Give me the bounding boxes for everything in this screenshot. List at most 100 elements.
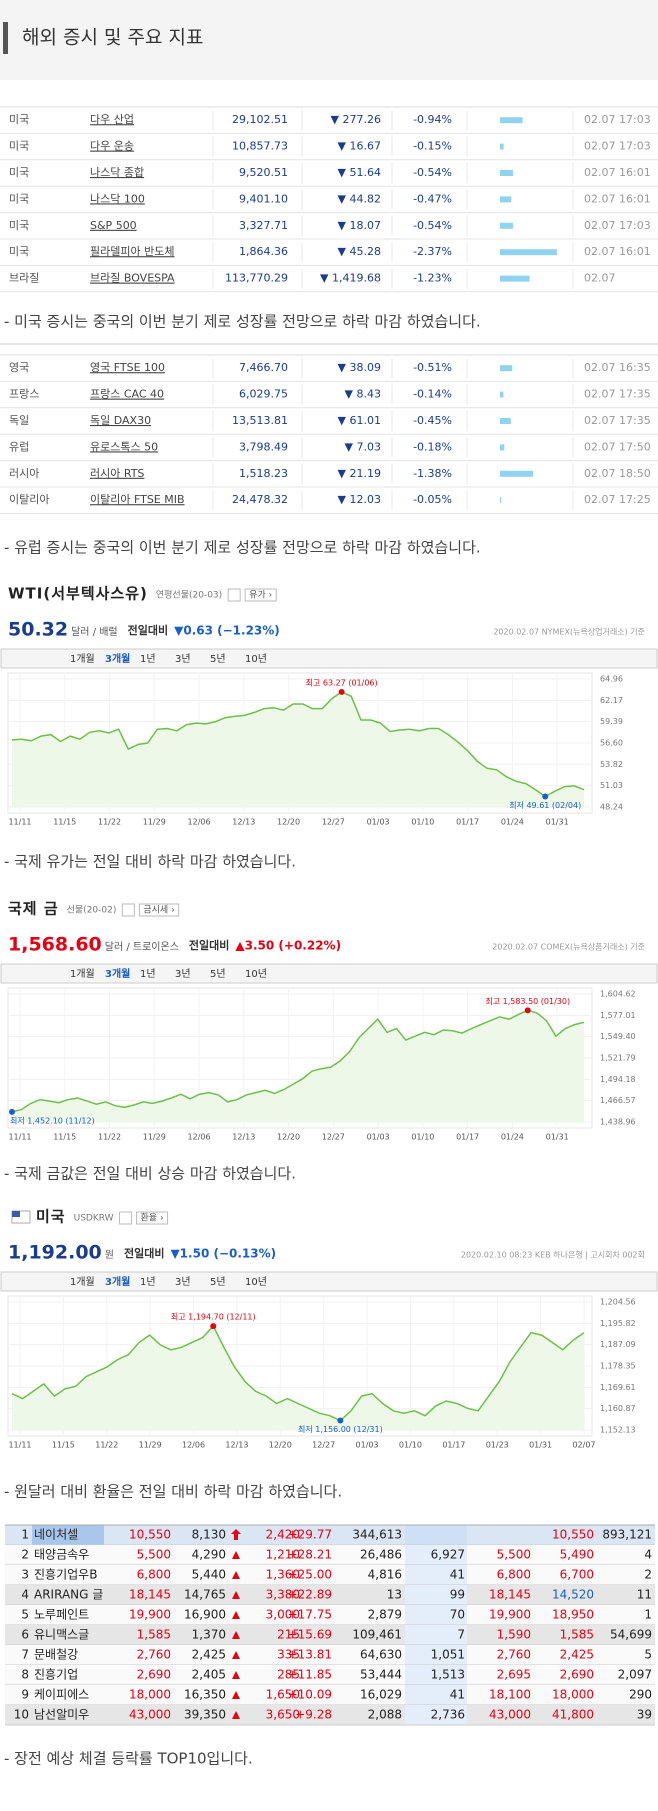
x-tick-label: 01/23 xyxy=(486,1441,509,1450)
x-tick-label: 11/15 xyxy=(52,1441,75,1450)
pct-bar xyxy=(500,222,513,229)
y-tick-label: 1,195.82 xyxy=(600,1319,636,1328)
country: 미국 xyxy=(9,245,29,258)
x-tick-label: 11/22 xyxy=(95,1441,118,1450)
price: 9,520.51 xyxy=(239,166,288,179)
change: ▼ 18.07 xyxy=(338,219,381,232)
tab: 10년 xyxy=(245,1276,267,1288)
tab: 1년 xyxy=(140,653,156,665)
chart-subtitle: 연평선물(20-03) xyxy=(156,590,222,601)
cell: 2,425 xyxy=(560,1648,594,1662)
time: 02.07 17:03 xyxy=(584,219,651,232)
note: - 국제 유가는 전일 대비 하락 마감 하였습니다. xyxy=(4,853,296,871)
cell: 16,350 xyxy=(184,1688,226,1702)
row-bg xyxy=(5,1545,655,1565)
cell: 2,695 xyxy=(497,1668,531,1682)
x-tick-label: 12/20 xyxy=(277,1133,300,1142)
price: 29,102.51 xyxy=(232,113,288,126)
price: 1,864.36 xyxy=(239,245,288,258)
row-bg xyxy=(5,1665,655,1685)
pct-bar xyxy=(500,391,504,398)
cell: +22.89 xyxy=(288,1588,332,1602)
tab: 10년 xyxy=(245,968,267,980)
cell: 2,690 xyxy=(137,1668,171,1682)
x-tick-label: 01/24 xyxy=(501,818,524,827)
change: ▼ 21.19 xyxy=(338,467,381,480)
y-tick-label: 1,152.13 xyxy=(600,1426,636,1435)
high-label: 최고 63.27 (01/06) xyxy=(306,677,378,687)
row-bg xyxy=(5,1605,655,1625)
unit: 달러 / 배럴 xyxy=(71,625,118,638)
cell: 893,121 xyxy=(602,1528,652,1542)
tab: 3개월 xyxy=(105,967,130,980)
cell: +25.00 xyxy=(288,1568,332,1582)
unit: 달러 / 트로이온스 xyxy=(105,941,179,953)
cell: 285 xyxy=(277,1668,300,1682)
y-tick-label: 64.96 xyxy=(600,675,623,684)
change: ▼ 1,419.68 xyxy=(320,272,381,285)
cell: 64,630 xyxy=(360,1648,402,1662)
country: 미국 xyxy=(9,166,29,179)
y-tick-label: 62.17 xyxy=(600,696,623,705)
price: 1,568.60 xyxy=(8,934,102,956)
tri-up xyxy=(232,1711,240,1719)
y-tick-label: 51.03 xyxy=(600,781,623,790)
pct: -0.18% xyxy=(413,440,452,453)
time: 02.07 16:35 xyxy=(584,361,651,374)
cell: 5,440 xyxy=(192,1568,226,1582)
x-tick-label: 12/06 xyxy=(188,818,211,827)
y-tick-label: 1,604.62 xyxy=(600,990,636,999)
cell: 13 xyxy=(387,1588,402,1602)
col-bg xyxy=(405,1665,467,1685)
row-bg xyxy=(5,1585,655,1605)
cell: 39 xyxy=(637,1708,652,1722)
note: - 미국 증시는 중국의 이번 분기 제로 성장률 전망으로 하락 마감 하였습… xyxy=(4,313,481,331)
pct: -1.23% xyxy=(413,272,452,285)
x-tick-label: 12/27 xyxy=(322,1133,345,1142)
cell: 290 xyxy=(629,1688,652,1702)
price: 1,518.23 xyxy=(239,467,288,480)
x-tick-label: 01/31 xyxy=(546,818,569,827)
low-dot xyxy=(542,793,549,800)
tri-up xyxy=(232,1671,240,1679)
cell: 태양금속우 xyxy=(34,1548,89,1562)
cell: +11.85 xyxy=(288,1668,332,1682)
time: 02.07 18:50 xyxy=(584,467,651,480)
x-tick-label: 12/13 xyxy=(232,818,255,827)
cell: 70 xyxy=(450,1608,465,1622)
help-icon xyxy=(119,1211,133,1225)
pct: -0.51% xyxy=(413,361,452,374)
note: - 국제 금값은 전일 대비 상승 마감 하였습니다. xyxy=(4,1165,296,1183)
cell: 8 xyxy=(21,1668,29,1682)
x-tick-label: 01/17 xyxy=(456,818,479,827)
arrow-up xyxy=(231,1529,241,1540)
change: ▼ 8.43 xyxy=(345,388,381,401)
change: ▼0.63 (−1.23%) xyxy=(174,624,280,638)
cell: 노루페인트 xyxy=(34,1608,89,1622)
x-tick-label: 12/20 xyxy=(277,818,300,827)
col-bg xyxy=(405,1685,467,1705)
tab: 3년 xyxy=(175,653,191,665)
cell: 2,097 xyxy=(618,1668,652,1682)
change: ▼ 61.01 xyxy=(338,414,381,427)
index-name: 프랑스 CAC 40 xyxy=(90,388,164,401)
price: 13,513.81 xyxy=(232,414,288,427)
cell: 215 xyxy=(277,1628,300,1642)
change-label: 전일대비 xyxy=(124,1246,164,1260)
x-tick-label: 12/06 xyxy=(188,1133,211,1142)
country: 러시아 xyxy=(9,467,39,480)
cell: 6,800 xyxy=(497,1568,531,1582)
time: 02.07 17:35 xyxy=(584,388,651,401)
time: 02.07 17:03 xyxy=(584,140,651,153)
x-tick-label: 12/06 xyxy=(182,1441,205,1450)
tab: 3개월 xyxy=(105,652,130,665)
y-tick-label: 1,466.57 xyxy=(600,1096,636,1105)
price: 9,401.10 xyxy=(239,192,288,205)
x-tick-label: 01/10 xyxy=(411,818,434,827)
x-tick-label: 11/22 xyxy=(98,818,121,827)
cell: +28.21 xyxy=(288,1548,332,1562)
high-dot xyxy=(524,1007,531,1014)
source: 2020.02.07 COMEX(뉴욕상품거래소) 기준 xyxy=(492,942,645,952)
line xyxy=(11,691,585,798)
